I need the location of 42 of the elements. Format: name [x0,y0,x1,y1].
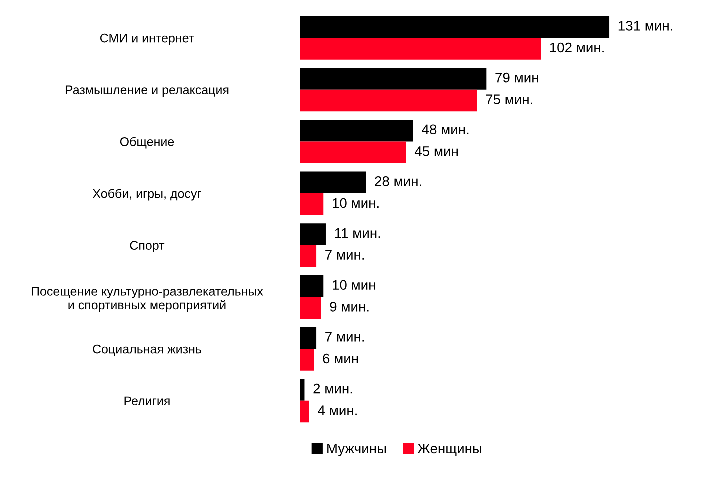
bar [300,142,406,164]
y-tick-label: Хобби, игры, досуг [92,188,202,201]
data-label: 4 мин. [318,406,357,416]
data-label: 102 мин. [550,42,604,53]
bar [300,349,314,371]
y-tick-label: Общение [120,137,174,149]
data-label: 10 мин [333,280,376,290]
bar [300,379,305,401]
bar [300,16,610,38]
y-tick-label: Социальная жизнь [93,344,202,356]
legend-label: Женщины [418,444,482,456]
legend-label: Мужчины [328,444,386,456]
bar [300,245,317,268]
y-tick-label: Спорт [130,241,165,253]
bar [300,275,324,298]
data-label: 45 мин [414,146,458,156]
data-label: 2 мин. [314,384,352,394]
data-label: 11 мин. [335,228,380,238]
bar [300,297,322,319]
bar [300,68,487,90]
bar [300,194,324,216]
data-label: 75 мин. [486,94,532,104]
data-label: 28 мин. [375,176,422,186]
bar [300,120,414,142]
bar [300,172,366,194]
bar [300,90,478,112]
y-tick-label: СМИ и интернет [100,34,194,46]
bar [300,224,326,246]
y-tick-label: Размышление и релаксация [66,86,229,97]
data-label: 6 мин [323,354,358,364]
bar [300,327,317,350]
data-label: 7 мин. [326,332,364,342]
y-tick-label: Посещение культурно-развлекательных и спортивных мероприятий [32,287,264,312]
bar [300,38,542,60]
data-label: 79 мин [496,72,538,83]
data-label: 131 мин. [618,21,672,31]
y-tick-label: Религия [124,396,170,406]
bar [300,400,310,423]
data-label: 10 мин. [333,198,379,208]
data-label: 7 мин. [326,250,364,260]
data-label: 48 мин. [422,124,469,135]
data-label: 9 мин. [330,302,369,312]
